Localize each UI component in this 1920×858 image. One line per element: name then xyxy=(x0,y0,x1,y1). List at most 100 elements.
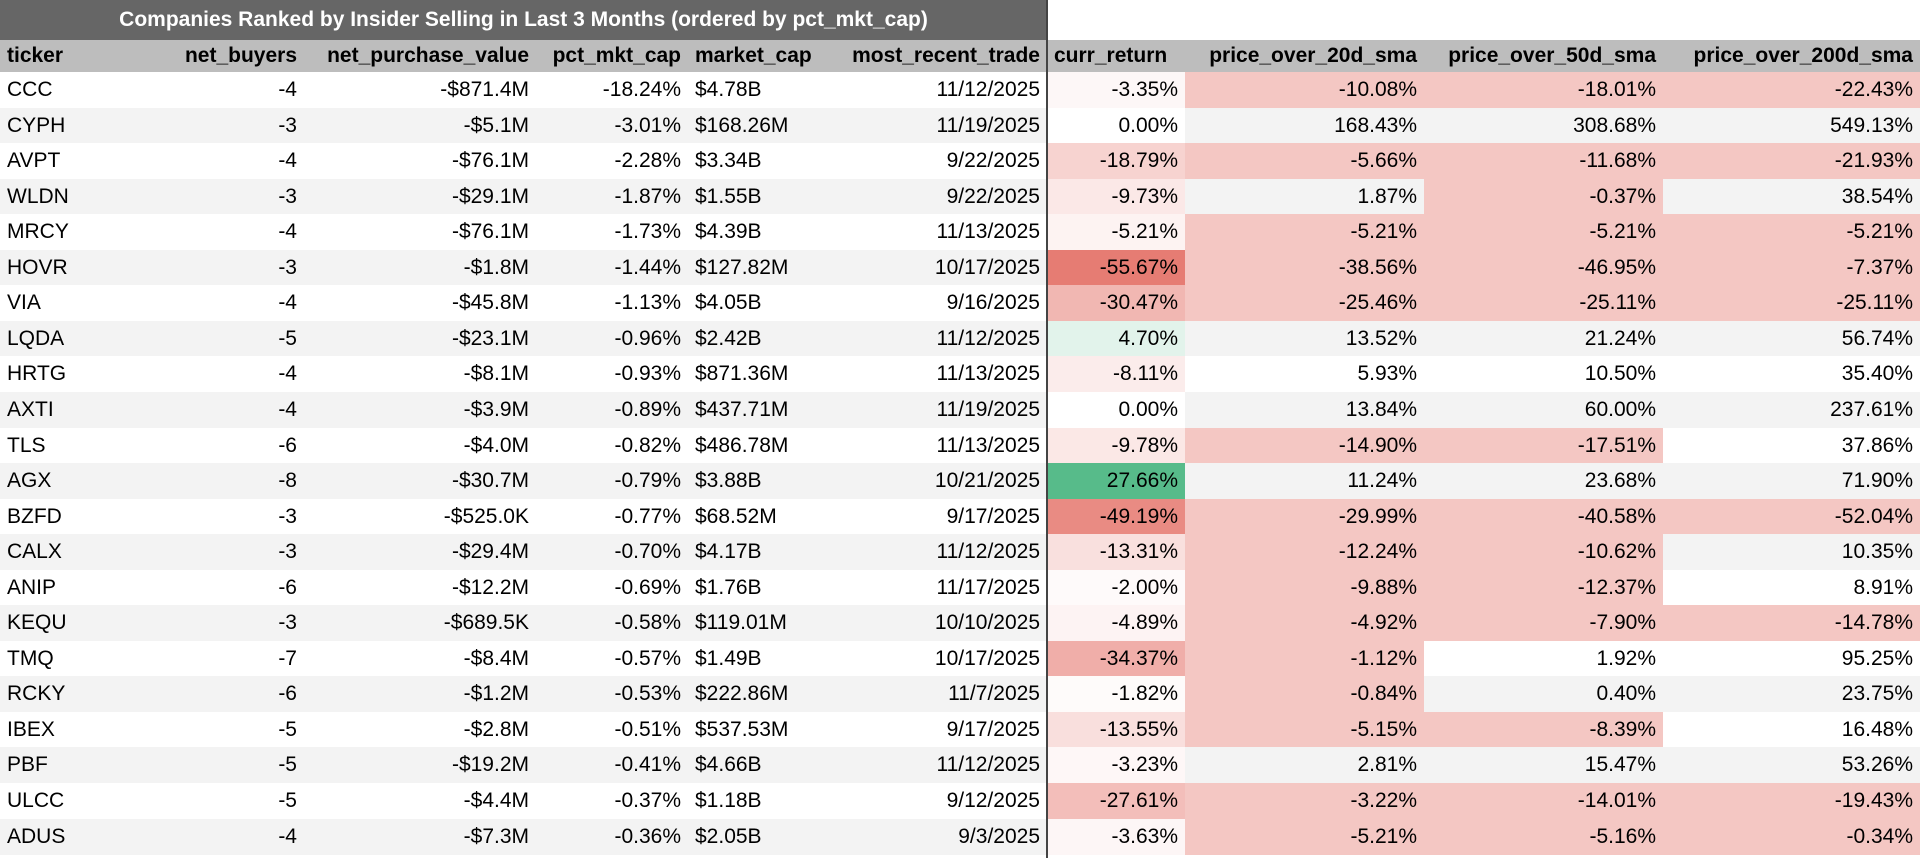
table-cell: 2.81% xyxy=(1185,747,1424,784)
table-cell: -38.56% xyxy=(1185,249,1424,286)
table-cell: 11/13/2025 xyxy=(830,356,1047,393)
table-cell: 1.92% xyxy=(1424,640,1663,677)
table-cell: -3 xyxy=(165,605,304,642)
table-cell: -$871.4M xyxy=(304,72,536,109)
table-cell: 10.35% xyxy=(1663,534,1920,571)
table-cell: -$2.8M xyxy=(304,711,536,748)
table-cell: ULCC xyxy=(0,783,165,820)
table-cell: $3.88B xyxy=(688,463,830,500)
table-cell: -40.58% xyxy=(1424,498,1663,535)
table-cell: -0.69% xyxy=(536,569,688,606)
table-cell: -1.87% xyxy=(536,178,688,215)
table-cell: -27.61% xyxy=(1047,783,1185,820)
table-cell: -5 xyxy=(165,320,304,357)
table-cell: WLDN xyxy=(0,178,165,215)
table-cell: -$29.4M xyxy=(304,534,536,571)
table-cell: 10.50% xyxy=(1424,356,1663,393)
table-cell: 11/12/2025 xyxy=(830,72,1047,109)
table-cell: 60.00% xyxy=(1424,391,1663,428)
table-cell: 10/17/2025 xyxy=(830,640,1047,677)
table-cell: AVPT xyxy=(0,143,165,180)
table-cell: -6 xyxy=(165,427,304,464)
table-cell: -$19.2M xyxy=(304,747,536,784)
table-cell: -0.58% xyxy=(536,605,688,642)
table-cell: $4.05B xyxy=(688,285,830,322)
table-cell: -0.37% xyxy=(536,783,688,820)
table-cell: 35.40% xyxy=(1663,356,1920,393)
table-cell: 13.84% xyxy=(1185,391,1424,428)
table-cell: -2.00% xyxy=(1047,569,1185,606)
table-cell: -$45.8M xyxy=(304,285,536,322)
table-cell: -1.44% xyxy=(536,249,688,286)
table-cell: -0.82% xyxy=(536,427,688,464)
table-cell: -$7.3M xyxy=(304,818,536,855)
table-cell: -5.16% xyxy=(1424,818,1663,855)
table-cell: -0.57% xyxy=(536,640,688,677)
table-cell: -19.43% xyxy=(1663,783,1920,820)
column-header: ticker xyxy=(0,40,165,72)
table-cell: -$4.0M xyxy=(304,427,536,464)
table-cell: -12.37% xyxy=(1424,569,1663,606)
table-cell: TLS xyxy=(0,427,165,464)
table-cell: -3 xyxy=(165,178,304,215)
table-cell: $1.49B xyxy=(688,640,830,677)
table-cell: 11/7/2025 xyxy=(830,676,1047,713)
table-cell: -4 xyxy=(165,214,304,251)
table-cell: -1.82% xyxy=(1047,676,1185,713)
table-cell: -3 xyxy=(165,249,304,286)
table-cell: 4.70% xyxy=(1047,320,1185,357)
table-cell: 549.13% xyxy=(1663,107,1920,144)
table-cell: 9/22/2025 xyxy=(830,143,1047,180)
table-cell: -0.36% xyxy=(536,818,688,855)
table-cell: 16.48% xyxy=(1663,711,1920,748)
table-cell: 13.52% xyxy=(1185,320,1424,357)
table-cell: $486.78M xyxy=(688,427,830,464)
table-cell: -46.95% xyxy=(1424,249,1663,286)
table-cell: -3.35% xyxy=(1047,72,1185,109)
table-cell: -11.68% xyxy=(1424,143,1663,180)
table-cell: -$689.5K xyxy=(304,605,536,642)
table-cell: -4 xyxy=(165,818,304,855)
table-cell: 56.74% xyxy=(1663,320,1920,357)
table-cell: 9/12/2025 xyxy=(830,783,1047,820)
table-cell: -52.04% xyxy=(1663,498,1920,535)
table-cell: 23.75% xyxy=(1663,676,1920,713)
table-cell: $437.71M xyxy=(688,391,830,428)
table-cell: MRCY xyxy=(0,214,165,251)
table-cell: $127.82M xyxy=(688,249,830,286)
table-cell: 10/17/2025 xyxy=(830,249,1047,286)
table-cell: -0.53% xyxy=(536,676,688,713)
table-cell: -$3.9M xyxy=(304,391,536,428)
table-cell: HRTG xyxy=(0,356,165,393)
table-cell: 5.93% xyxy=(1185,356,1424,393)
table-cell: -0.96% xyxy=(536,320,688,357)
table-cell: -10.08% xyxy=(1185,72,1424,109)
table-cell: CCC xyxy=(0,72,165,109)
table-cell: -$4.4M xyxy=(304,783,536,820)
table-cell: -4 xyxy=(165,391,304,428)
table-cell: 9/17/2025 xyxy=(830,498,1047,535)
table-cell: -1.12% xyxy=(1185,640,1424,677)
table-cell: -4.89% xyxy=(1047,605,1185,642)
table-cell: -18.24% xyxy=(536,72,688,109)
table-cell: -3 xyxy=(165,534,304,571)
table-cell: -55.67% xyxy=(1047,249,1185,286)
table-cell: 38.54% xyxy=(1663,178,1920,215)
table-cell: -0.79% xyxy=(536,463,688,500)
table-cell: BZFD xyxy=(0,498,165,535)
table-cell: -6 xyxy=(165,569,304,606)
table-cell: -34.37% xyxy=(1047,640,1185,677)
table-cell: -3.01% xyxy=(536,107,688,144)
table-cell: -7.37% xyxy=(1663,249,1920,286)
table-cell: $1.55B xyxy=(688,178,830,215)
table-cell: -$76.1M xyxy=(304,214,536,251)
table-cell: 23.68% xyxy=(1424,463,1663,500)
table-cell: -6 xyxy=(165,676,304,713)
table-cell: 8.91% xyxy=(1663,569,1920,606)
table-cell: -$5.1M xyxy=(304,107,536,144)
divider xyxy=(1046,0,1048,858)
table-cell: 71.90% xyxy=(1663,463,1920,500)
table-cell: 95.25% xyxy=(1663,640,1920,677)
table-cell: $4.39B xyxy=(688,214,830,251)
table-cell: -12.24% xyxy=(1185,534,1424,571)
